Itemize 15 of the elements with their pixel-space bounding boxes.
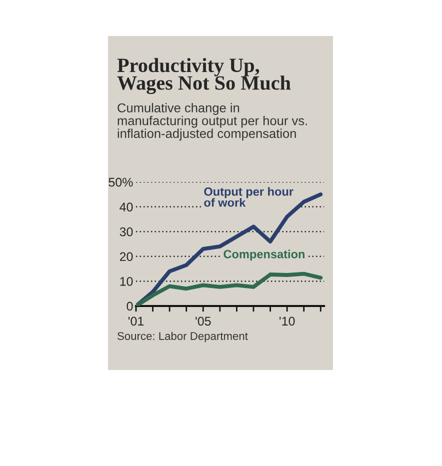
series-label: Compensation bbox=[224, 250, 304, 261]
chart-title: Productivity Up, Wages Not So Much bbox=[117, 58, 291, 94]
y-tick-label: 20 bbox=[120, 252, 133, 262]
source-note: Source: Labor Department bbox=[118, 332, 248, 342]
x-tick-label: '10 bbox=[280, 316, 295, 326]
x-tick-label: '05 bbox=[196, 316, 211, 326]
chart-subtitle: Cumulative change in manufacturing output per hour vs. inflation-adjusted compensation bbox=[118, 103, 307, 141]
line-series bbox=[136, 272, 323, 306]
y-tick-label: 30 bbox=[120, 227, 133, 236]
y-tick-label: 40 bbox=[120, 202, 133, 212]
y-tick-label: 10 bbox=[120, 277, 133, 286]
series-label: Output per hour of work bbox=[204, 187, 294, 207]
y-tick-label: 50% bbox=[108, 178, 133, 187]
x-tick-label: '01 bbox=[128, 316, 144, 326]
y-tick-label: 0 bbox=[126, 302, 133, 311]
